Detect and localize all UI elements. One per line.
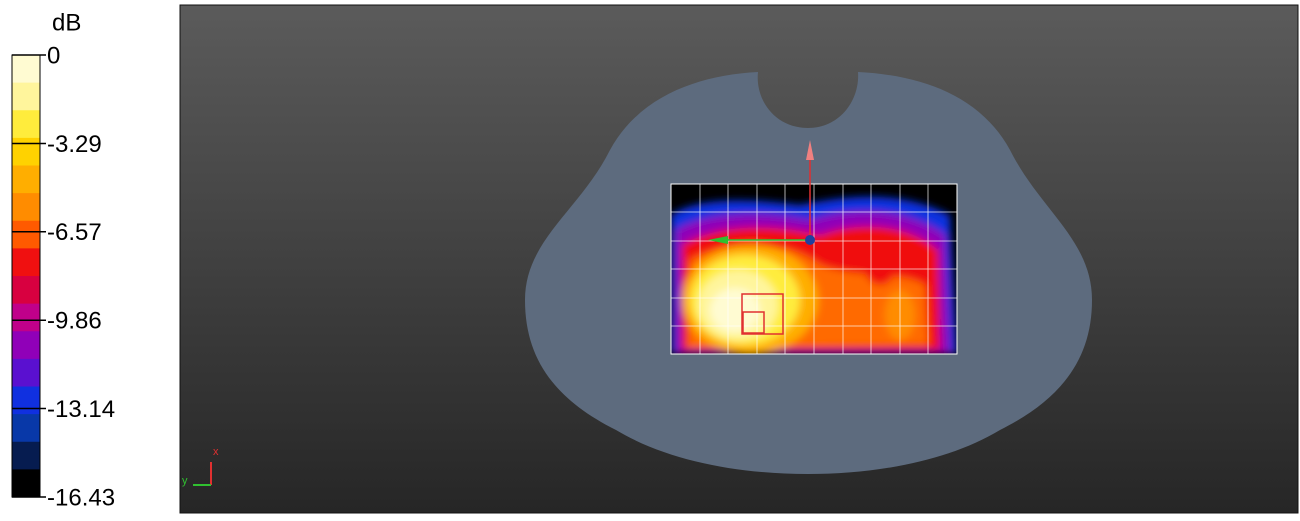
color-band [12,358,40,387]
color-band [12,82,40,111]
color-band [12,220,40,249]
color-band [12,276,40,305]
tick-label: -16.43 [47,484,115,511]
y-arrow-head [708,236,728,244]
heatmap-border [670,183,958,355]
color-band [12,303,40,332]
color-band [12,55,40,84]
color-band [12,469,40,498]
color-band [12,110,40,139]
tick-label: -6.57 [47,219,102,246]
color-band [12,137,40,166]
tick-label: -13.14 [47,396,115,423]
color-band [12,441,40,470]
tick-label: 0 [47,42,60,69]
color-band [12,331,40,360]
colorbar-unit: dB [52,9,81,36]
triad-x-label: x [213,446,219,458]
triad-y-label: y [182,475,188,487]
color-band [12,248,40,277]
color-band [12,165,40,194]
origin [805,235,815,245]
tick-label: -3.29 [47,131,102,158]
heatmap [671,184,957,354]
cube-small [742,311,765,334]
tick-label: -9.86 [47,308,102,335]
x-arrow-head [806,140,814,160]
cube-large [741,293,784,335]
color-band [12,386,40,415]
color-band [12,193,40,222]
color-band [12,414,40,443]
